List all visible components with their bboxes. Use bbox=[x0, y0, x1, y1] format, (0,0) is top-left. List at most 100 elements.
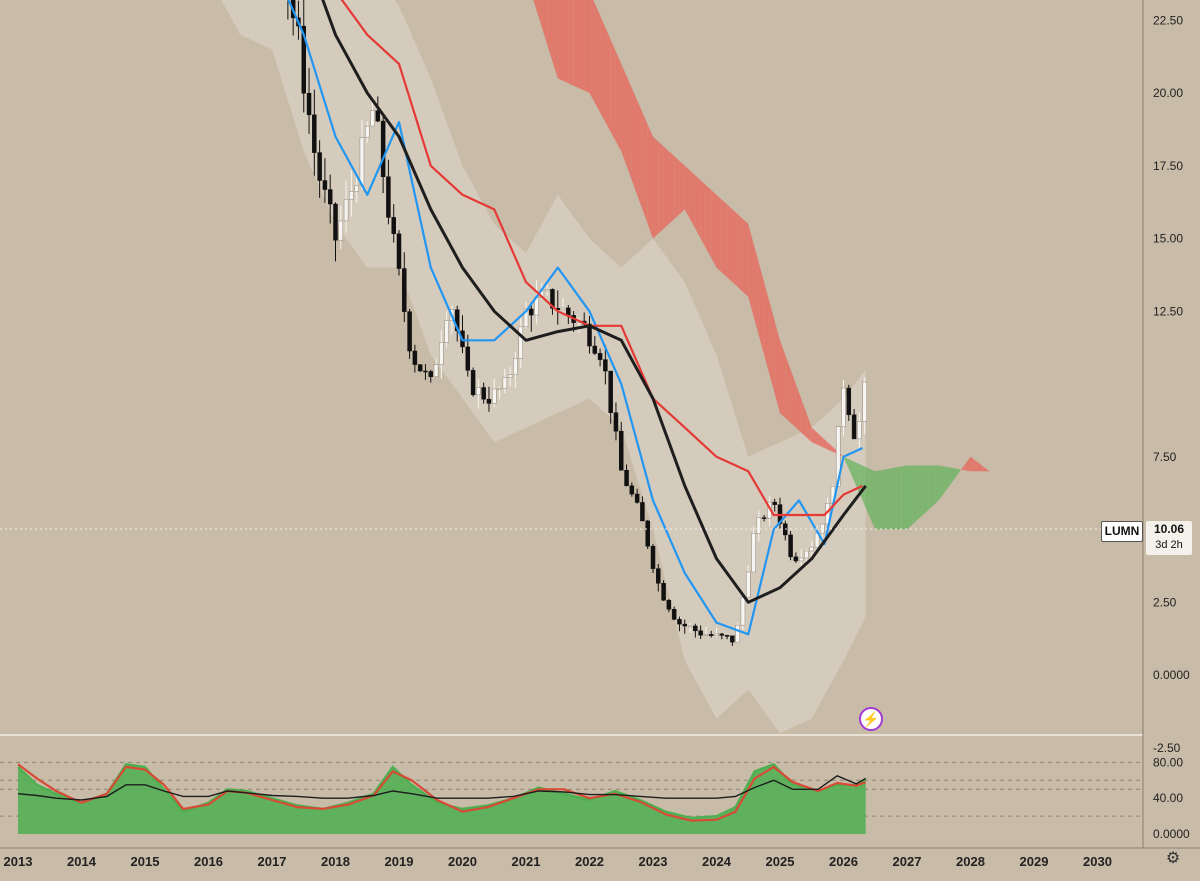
cloud-segment bbox=[594, 3, 601, 113]
candle-down bbox=[301, 25, 306, 94]
cloud-segment bbox=[573, 0, 579, 89]
cloud-segment bbox=[986, 468, 990, 472]
candle-up bbox=[370, 110, 375, 127]
candle-down bbox=[322, 180, 328, 190]
cloud-segment bbox=[838, 451, 844, 457]
cloud-segment bbox=[785, 354, 791, 423]
candle-down bbox=[402, 268, 407, 312]
cloud-segment bbox=[827, 442, 833, 452]
cloud-segment bbox=[552, 0, 558, 79]
price-tick-label: 17.50 bbox=[1153, 159, 1183, 173]
oscillator-axis[interactable]: 80.00 40.00 0.0000 bbox=[1153, 755, 1190, 841]
candle-down bbox=[529, 308, 534, 316]
candle-down bbox=[666, 599, 672, 610]
cloud-segment bbox=[790, 369, 796, 428]
candle-down bbox=[846, 387, 852, 416]
time-axis[interactable]: 2013 2014 2015 2016 2017 2018 2019 2020 2021 2022… bbox=[4, 854, 1112, 869]
candle-up bbox=[444, 320, 449, 343]
cloud-segment bbox=[912, 465, 918, 525]
cloud-segment bbox=[615, 51, 622, 152]
candle-down bbox=[677, 619, 682, 625]
cloud-segment bbox=[605, 27, 611, 132]
cloud-segment bbox=[716, 194, 722, 273]
cloud-segment bbox=[541, 0, 548, 45]
lightning-bolt-icon[interactable]: ⚡ bbox=[859, 707, 883, 731]
candle-down bbox=[772, 501, 777, 505]
candle-down bbox=[375, 110, 381, 122]
candle-up bbox=[835, 426, 841, 487]
cloud-segment bbox=[684, 165, 691, 220]
price-tick-label: 2.50 bbox=[1153, 595, 1177, 609]
candle-up bbox=[354, 184, 359, 192]
year-tick-label: 2019 bbox=[385, 854, 414, 869]
gear-icon[interactable]: ⚙ bbox=[1165, 850, 1181, 867]
candle-down bbox=[306, 92, 312, 116]
candle-up bbox=[433, 364, 439, 377]
candle-down bbox=[851, 414, 857, 440]
line-kijun bbox=[340, 0, 863, 517]
price-tick-label: 15.00 bbox=[1153, 232, 1183, 246]
cloud-segment bbox=[631, 88, 638, 195]
candle-up bbox=[841, 387, 846, 427]
bands-fill bbox=[221, 0, 866, 734]
candle-down bbox=[465, 346, 471, 371]
last-price-value: 10.06 bbox=[1153, 522, 1185, 536]
osc-line-black bbox=[17, 775, 867, 801]
cloud-segment bbox=[965, 456, 971, 472]
candle-down bbox=[608, 370, 613, 413]
year-tick-label: 2022 bbox=[575, 854, 604, 869]
price-tick-label: 22.50 bbox=[1153, 13, 1183, 27]
osc-tick-label: 0.0000 bbox=[1153, 827, 1190, 841]
candle-down bbox=[656, 568, 661, 584]
last-price-label: 10.06 3d 2h bbox=[1146, 521, 1192, 555]
candle-up bbox=[365, 125, 370, 138]
year-tick-label: 2023 bbox=[639, 854, 668, 869]
candle-up bbox=[518, 326, 523, 359]
cloud-segment bbox=[928, 465, 934, 511]
candle-down bbox=[380, 120, 386, 177]
candle-up bbox=[523, 308, 529, 328]
cloud-segment bbox=[533, 0, 537, 11]
year-tick-label: 2016 bbox=[194, 854, 223, 869]
cloud-segment bbox=[774, 320, 780, 414]
year-tick-label: 2018 bbox=[321, 854, 350, 869]
candle-up bbox=[746, 571, 751, 598]
cloud-segment bbox=[674, 156, 680, 220]
candle-up bbox=[439, 342, 444, 365]
candle-down bbox=[603, 359, 608, 372]
candle-down bbox=[761, 517, 767, 519]
candle-up bbox=[857, 421, 862, 440]
cloud-segment bbox=[901, 465, 907, 530]
cloud-segment bbox=[578, 0, 585, 91]
candle-up bbox=[343, 199, 349, 222]
candle-down bbox=[661, 583, 666, 601]
candle-down bbox=[698, 630, 703, 636]
cloud-segment bbox=[758, 262, 765, 355]
candle-up bbox=[544, 289, 550, 292]
cloud-segment bbox=[848, 459, 855, 481]
cloud-segment bbox=[885, 468, 892, 530]
candle-down bbox=[788, 534, 793, 558]
cloud-segment bbox=[536, 0, 542, 28]
candle-up bbox=[798, 557, 804, 562]
cloud-segment bbox=[732, 209, 738, 287]
candle-down bbox=[708, 634, 714, 636]
cloud-segment bbox=[764, 282, 770, 375]
cloud-segment bbox=[864, 466, 870, 518]
cloud-segment bbox=[801, 398, 807, 438]
candle-down bbox=[566, 307, 571, 316]
cloud-segment bbox=[817, 432, 823, 448]
candle-up bbox=[804, 550, 809, 559]
cloud-segment bbox=[658, 141, 664, 234]
candle-down bbox=[613, 412, 619, 432]
osc-line-red bbox=[17, 763, 867, 822]
candle-up bbox=[338, 220, 344, 241]
year-tick-label: 2025 bbox=[766, 854, 795, 869]
candle-up bbox=[513, 358, 518, 376]
indicator-lines bbox=[287, 0, 867, 636]
year-tick-label: 2028 bbox=[956, 854, 985, 869]
year-tick-label: 2020 bbox=[448, 854, 477, 869]
candle-down bbox=[423, 370, 428, 373]
candle-down bbox=[396, 233, 402, 269]
